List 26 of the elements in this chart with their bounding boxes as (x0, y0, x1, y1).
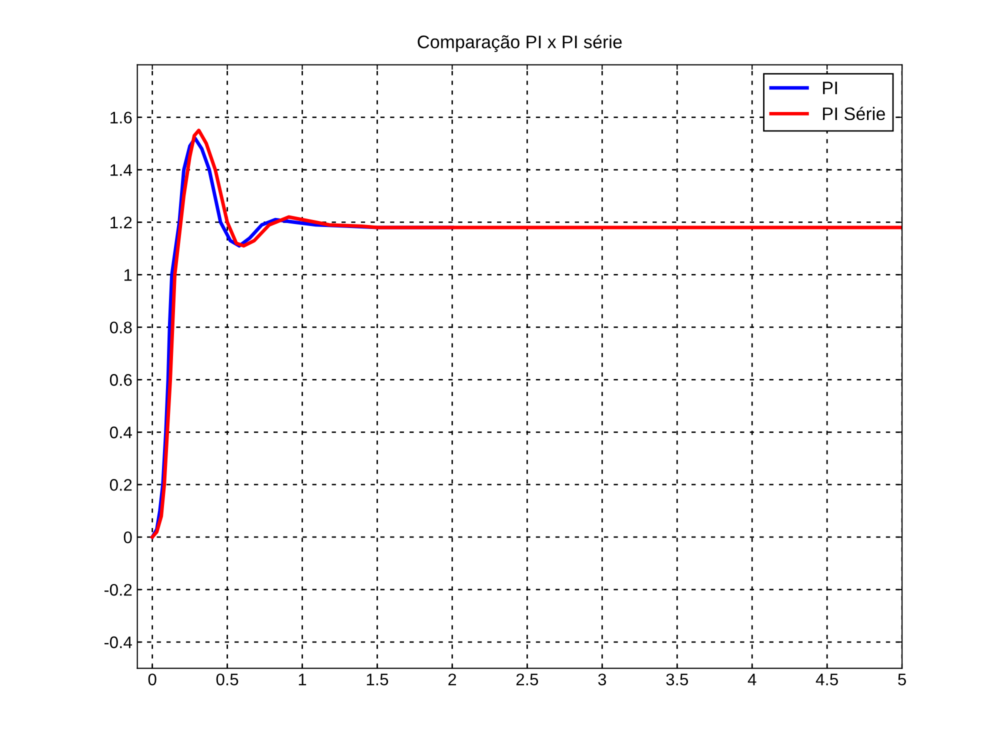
line-series (150, 128, 902, 539)
x-tick-label: 3.5 (666, 674, 688, 686)
y-tick-label: 0.6 (110, 374, 132, 386)
y-tick-label: 1 (124, 269, 132, 281)
x-tick-label: 4 (748, 674, 756, 686)
y-tick-label: 0.2 (110, 479, 132, 491)
x-tick-label: 2.5 (516, 674, 538, 686)
x-tick-label: 4.5 (816, 674, 838, 686)
x-tick-label: 1 (298, 674, 306, 686)
y-tick-label: 1.2 (110, 216, 132, 228)
y-tick-label: 0.8 (110, 322, 132, 334)
x-tick-label: 1.5 (366, 674, 388, 686)
y-tick-label: 1.6 (110, 112, 132, 124)
x-tick-label: 2 (448, 674, 456, 686)
y-tick-label: -0.4 (104, 636, 132, 648)
x-tick-label: 0.5 (216, 674, 238, 686)
y-tick-label: 1.4 (110, 164, 132, 176)
y-tick-label: 0.4 (110, 426, 132, 438)
y-tick-label: 0 (124, 531, 132, 544)
x-tick-label: 5 (898, 674, 906, 686)
legend-label: PI Série (823, 106, 885, 120)
x-tick-label: 3 (598, 674, 606, 686)
legend-label: PI (823, 82, 837, 94)
x-tick-label: 0 (148, 674, 156, 686)
chart-title: Comparação PI x PI série (418, 34, 622, 52)
y-tick-label: -0.2 (104, 584, 132, 596)
